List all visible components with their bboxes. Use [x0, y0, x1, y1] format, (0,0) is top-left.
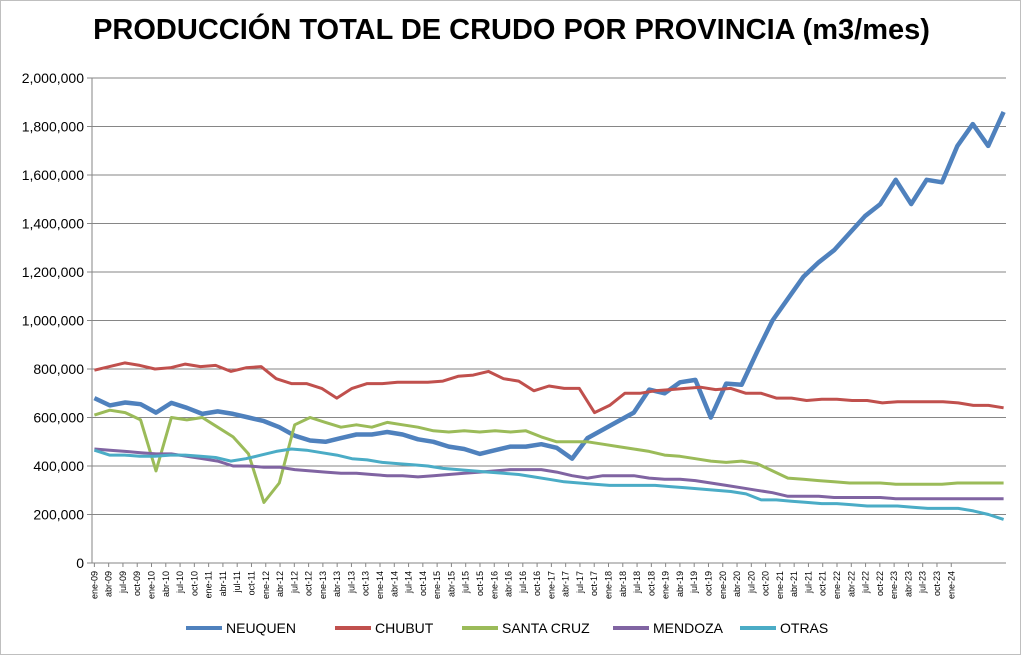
x-tick-label: oct-11	[246, 571, 256, 595]
series-line-neuquen	[93, 110, 1006, 461]
chart-title: PRODUCCIÓN TOTAL DE CRUDO POR PROVINCIA …	[93, 14, 930, 46]
y-tick-label: 600,000	[33, 410, 84, 426]
legend-label-mendoza: MENDOZA	[653, 620, 724, 636]
x-tick-label: jul-15	[461, 571, 471, 594]
y-tick-label: 800,000	[33, 361, 84, 377]
x-tick-label: abr-14	[389, 571, 399, 597]
x-tick-label: jul-23	[918, 571, 928, 594]
y-tick-label: 1,800,000	[22, 119, 84, 135]
x-tick-label: ene-24	[946, 571, 956, 599]
x-tick-label: oct-10	[189, 571, 199, 596]
x-tick-label: ene-14	[375, 571, 385, 599]
x-tick-label: abr-12	[275, 571, 285, 597]
series-line-mendoza	[94, 447, 1004, 501]
x-tick-label: ene-11	[204, 571, 214, 598]
x-tick-label: oct-23	[932, 571, 942, 596]
x-tick-label: abr-21	[789, 571, 799, 597]
x-tick-label: jul-09	[118, 571, 128, 594]
x-tick-label: abr-23	[903, 571, 913, 597]
x-tick-label: abr-17	[561, 571, 571, 597]
legend-label-otras: OTRAS	[780, 620, 828, 636]
y-tick-label: 400,000	[33, 458, 84, 474]
x-tick-label: oct-20	[761, 571, 771, 596]
x-tick-label: ene-16	[489, 571, 499, 599]
x-tick-label: jul-10	[175, 571, 185, 594]
x-tick-label: ene-23	[889, 571, 899, 599]
x-tick-label: abr-10	[161, 571, 171, 597]
x-tick-label: oct-14	[418, 571, 428, 596]
y-tick-label: 0	[76, 555, 84, 571]
series-line-chubut	[94, 361, 1004, 415]
x-tick-label: abr-20	[732, 571, 742, 597]
x-tick-label: abr-16	[504, 571, 514, 597]
x-tick-label: abr-13	[332, 571, 342, 597]
y-tick-label: 1,000,000	[22, 313, 84, 329]
legend-label-chubut: CHUBUT	[375, 620, 434, 636]
x-tick-label: abr-09	[104, 571, 114, 597]
y-tick-label: 200,000	[33, 507, 84, 523]
x-tick-label: jul-21	[803, 571, 813, 594]
x-tick-label: jul-18	[632, 571, 642, 594]
x-tick-label: ene-12	[261, 571, 271, 599]
x-tick-label: jul-20	[746, 571, 756, 594]
x-tick-label: ene-10	[147, 571, 157, 599]
x-tick-label: jul-22	[861, 571, 871, 594]
x-tick-label: ene-19	[661, 571, 671, 599]
x-tick-label: jul-12	[289, 571, 299, 594]
x-tick-label: oct-17	[589, 571, 599, 596]
x-tick-label: jul-17	[575, 571, 585, 594]
x-tick-label: ene-21	[775, 571, 785, 599]
x-tick-label: oct-15	[475, 571, 485, 596]
x-tick-label: ene-22	[832, 571, 842, 599]
x-tick-label: jul-13	[346, 571, 356, 594]
x-tick-label: abr-11	[218, 571, 228, 596]
y-tick-label: 1,600,000	[22, 167, 84, 183]
x-tick-label: ene-20	[718, 571, 728, 599]
x-tick-label: oct-12	[304, 571, 314, 596]
x-tick-label: oct-09	[132, 571, 142, 596]
x-tick-label: oct-22	[875, 571, 885, 596]
x-tick-label: jul-14	[404, 571, 414, 594]
x-tick-label: oct-18	[646, 571, 656, 596]
x-tick-label: oct-16	[532, 571, 542, 596]
x-tick-label: abr-22	[846, 571, 856, 597]
legend-label-neuquen: NEUQUEN	[226, 620, 296, 636]
x-tick-label: abr-15	[446, 571, 456, 597]
x-tick-label: abr-18	[618, 571, 628, 597]
x-axis-ticks: ene-09 abr-09 jul-09 oct-09 ene-10 abr-10 jul-…	[89, 563, 956, 599]
y-axis-ticks: 0 200,000 400,000 600,000 800,000 1,000,000 1,…	[22, 70, 92, 571]
x-tick-label: abr-19	[675, 571, 685, 597]
gridlines	[92, 77, 1006, 564]
x-tick-label: ene-18	[604, 571, 614, 599]
x-tick-label: oct-19	[703, 571, 713, 596]
series-line-otras	[93, 447, 1005, 521]
series-lines	[93, 110, 1006, 521]
x-tick-label: ene-15	[432, 571, 442, 599]
y-tick-label: 1,200,000	[22, 264, 84, 280]
x-tick-label: jul-11	[232, 571, 242, 593]
y-tick-label: 2,000,000	[22, 70, 84, 86]
x-tick-label: ene-13	[318, 571, 328, 599]
y-tick-label: 1,400,000	[22, 216, 84, 232]
x-tick-label: ene-09	[89, 571, 99, 599]
legend-label-santa-cruz: SANTA CRUZ	[502, 620, 590, 636]
series-line-santa-cruz	[93, 408, 1004, 504]
x-tick-label: ene-17	[546, 571, 556, 599]
x-tick-label: oct-13	[361, 571, 371, 596]
x-tick-label: jul-16	[518, 571, 528, 594]
x-tick-label: jul-19	[689, 571, 699, 594]
x-tick-label: oct-21	[818, 571, 828, 596]
legend: NEUQUEN CHUBUT SANTA CRUZ MENDOZA OTRAS	[186, 620, 828, 636]
